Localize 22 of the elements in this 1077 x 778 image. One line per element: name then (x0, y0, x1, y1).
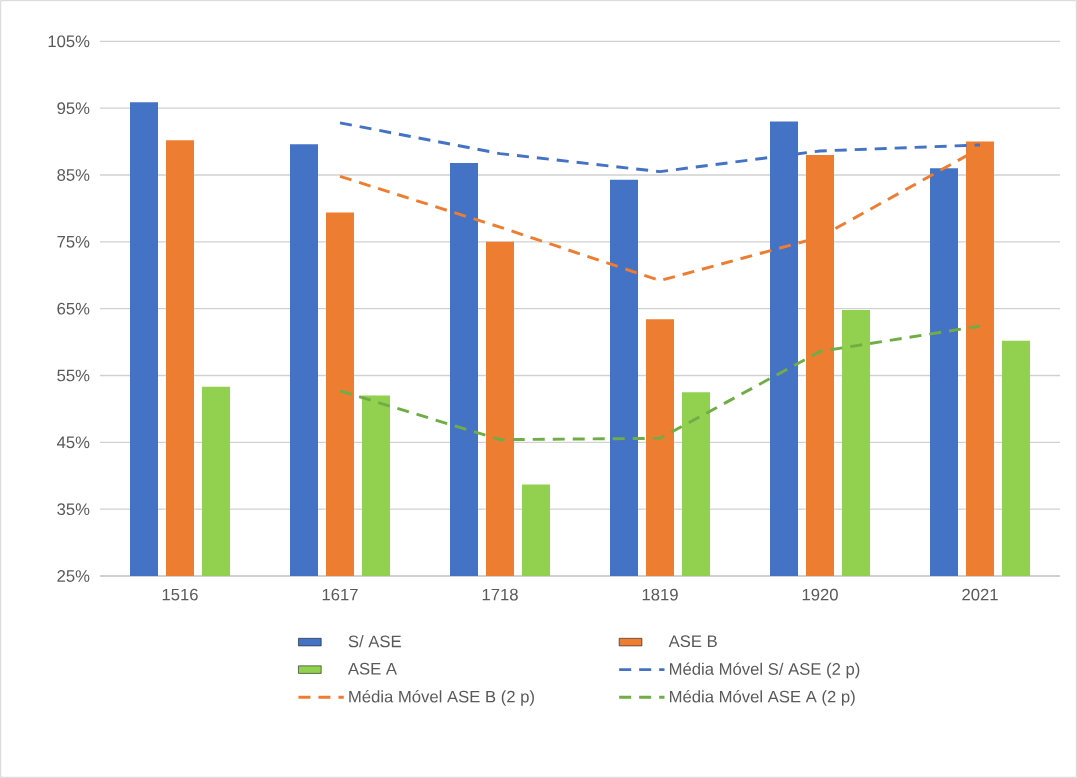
y-tick-label: 35% (57, 503, 90, 516)
y-tick-label: 55% (57, 369, 90, 382)
y-tick-label: 95% (57, 102, 90, 115)
y-tick-label: 65% (57, 302, 90, 315)
legend-label: ASE A (347, 662, 397, 675)
legend-label: ASE B (668, 635, 717, 648)
x-tick-label: 1920 (802, 588, 838, 601)
y-tick-label: 85% (57, 169, 90, 181)
x-tick-label: 1516 (162, 588, 198, 601)
x-tick-label: 2021 (962, 588, 998, 601)
line-series (338, 324, 982, 442)
x-tick-label: 1819 (642, 588, 678, 601)
x-tick-label: 1617 (322, 588, 358, 601)
x-tick-label: 1718 (482, 588, 518, 601)
legend-label: S/ ASE (348, 635, 401, 648)
y-tick-label: 25% (57, 570, 90, 582)
y-tick-label: 75% (57, 235, 90, 248)
legend-label: Média Móvel ASE A (2 p) (669, 690, 855, 706)
y-tick-label: 45% (56, 436, 90, 449)
y-tick-label: 105% (48, 35, 90, 48)
legend-label: Média Móvel S/ ASE (2 p) (669, 662, 860, 679)
legend-label: Média Móvel ASE B (2 p) (349, 690, 534, 706)
